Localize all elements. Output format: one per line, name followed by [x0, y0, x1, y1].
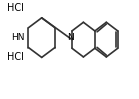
Text: HN: HN: [11, 33, 25, 42]
Text: HCl: HCl: [7, 3, 24, 13]
Text: N: N: [67, 33, 74, 42]
Text: HCl: HCl: [7, 52, 24, 62]
